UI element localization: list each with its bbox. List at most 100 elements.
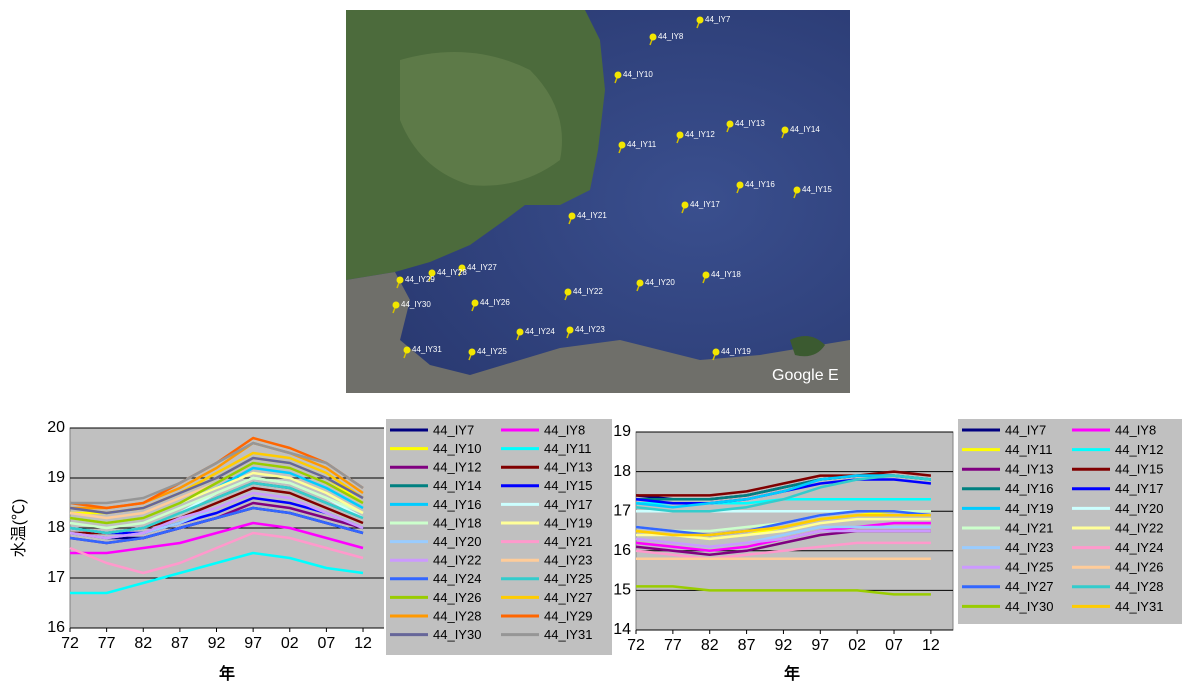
legend-label: 44_IY8 — [544, 422, 585, 437]
x-tick-label: 07 — [885, 637, 903, 654]
series-line — [69, 481, 364, 535]
x-tick-label: 07 — [317, 635, 335, 652]
pin-head — [403, 346, 411, 354]
pin-head — [696, 16, 704, 24]
y-tick-label: 20 — [47, 419, 65, 436]
legend-label: 44_IY31 — [544, 627, 592, 642]
x-tick-label: 02 — [281, 635, 299, 652]
legend-label: 44_IY19 — [1005, 501, 1053, 516]
y-tick-label: 18 — [47, 519, 65, 536]
pin-label: 44_IY25 — [477, 347, 507, 356]
x-tick-label: 92 — [208, 635, 226, 652]
legend-label: 44_IY17 — [544, 497, 592, 512]
legend-label: 44_IY26 — [1115, 560, 1163, 575]
volcano — [400, 52, 562, 186]
series-line — [69, 506, 364, 545]
pin-head — [468, 348, 476, 356]
pin-head — [618, 141, 626, 149]
y-tick-label: 17 — [613, 502, 631, 519]
x-tick-label: 87 — [738, 637, 756, 654]
legend-label: 44_IY24 — [1115, 540, 1163, 555]
pin-label: 44_IY14 — [790, 125, 820, 134]
pin-head — [736, 181, 744, 189]
legend-label: 44_IY11 — [544, 441, 591, 456]
legend-label: 44_IY11 — [1005, 442, 1052, 457]
pin-label: 44_IY27 — [467, 263, 497, 272]
pin-head — [428, 269, 436, 277]
pin-label: 44_IY26 — [480, 298, 510, 307]
legend-label: 44_IY30 — [433, 627, 481, 642]
series-line — [69, 456, 364, 515]
pin-label: 44_IY8 — [658, 32, 684, 41]
legend-label: 44_IY12 — [433, 460, 481, 475]
pin-head — [392, 301, 400, 309]
pin-label: 44_IY22 — [573, 287, 603, 296]
series-line — [635, 474, 932, 509]
pin-label: 44_IY12 — [685, 130, 715, 139]
legend-label: 44_IY14 — [433, 478, 481, 493]
legend-label: 44_IY28 — [433, 608, 481, 623]
x-tick-label: 97 — [244, 635, 262, 652]
series-line — [635, 541, 931, 560]
pin-label: 44_IY10 — [623, 70, 653, 79]
pin-label: 44_IY28 — [437, 268, 467, 277]
legend-label: 44_IY20 — [433, 534, 481, 549]
series-line — [69, 476, 364, 530]
legend-box — [956, 417, 1184, 626]
legend-label: 44_IY28 — [1115, 579, 1163, 594]
legend-label: 44_IY16 — [1005, 481, 1053, 496]
legend-label: 44_IY15 — [544, 478, 592, 493]
x-tick-label: 02 — [848, 637, 866, 654]
map-attribution: Google E — [772, 367, 839, 384]
pin-head — [702, 271, 710, 279]
pin-head — [793, 186, 801, 194]
legend-label: 44_IY16 — [433, 497, 481, 512]
y-tick-label: 17 — [47, 569, 65, 586]
legend-label: 44_IY7 — [1005, 422, 1046, 437]
series-line — [69, 461, 364, 525]
pin-head — [471, 299, 479, 307]
x-tick-label: 82 — [134, 635, 152, 652]
series-line — [636, 470, 932, 497]
series-line — [635, 509, 932, 537]
series-line — [70, 551, 364, 595]
legend-label: 44_IY20 — [1115, 501, 1163, 516]
pin-label: 44_IY20 — [645, 278, 675, 287]
y-axis-label: 水温(℃) — [10, 499, 28, 558]
x-tick-label: 82 — [701, 637, 719, 654]
legend-label: 44_IY22 — [1115, 520, 1163, 535]
x-tick-label: 72 — [61, 635, 79, 652]
x-axis-label: 年 — [784, 664, 800, 683]
pin-head — [396, 276, 404, 284]
legend-label: 44_IY30 — [1005, 599, 1053, 614]
series-line — [635, 513, 931, 537]
pin-label: 44_IY30 — [401, 300, 431, 309]
pin-label: 44_IY18 — [711, 270, 741, 279]
legend-label: 44_IY21 — [1005, 520, 1053, 535]
series-line — [69, 491, 364, 540]
pin-label: 44_IY29 — [405, 275, 435, 284]
x-tick-label: 77 — [664, 637, 682, 654]
series-line — [70, 521, 364, 555]
legend-label: 44_IY22 — [433, 553, 481, 568]
legend-label: 44_IY13 — [1005, 462, 1053, 477]
pin-label: 44_IY16 — [745, 180, 775, 189]
pin-label: 44_IY17 — [690, 200, 720, 209]
chart: 16 17 18 19 20 72 77 82 87 92 97 02 07 12 年 水温(℃) 44_IY7… — [10, 417, 614, 683]
series-line — [69, 496, 364, 535]
pin-label: 44_IY21 — [577, 211, 607, 220]
x-tick-label: 12 — [922, 637, 940, 654]
x-axis-label: 年 — [219, 664, 235, 683]
y-tick-label: 19 — [47, 469, 65, 486]
x-tick-label: 97 — [811, 637, 829, 654]
y-tick-label: 15 — [613, 582, 631, 599]
legend-label: 44_IY18 — [433, 515, 481, 530]
legend-label: 44_IY10 — [433, 441, 481, 456]
legend-label: 44_IY7 — [433, 422, 474, 437]
pin-head — [649, 33, 657, 41]
pin-head — [781, 126, 789, 134]
legend-label: 44_IY27 — [544, 590, 592, 605]
pin-head — [726, 120, 734, 128]
